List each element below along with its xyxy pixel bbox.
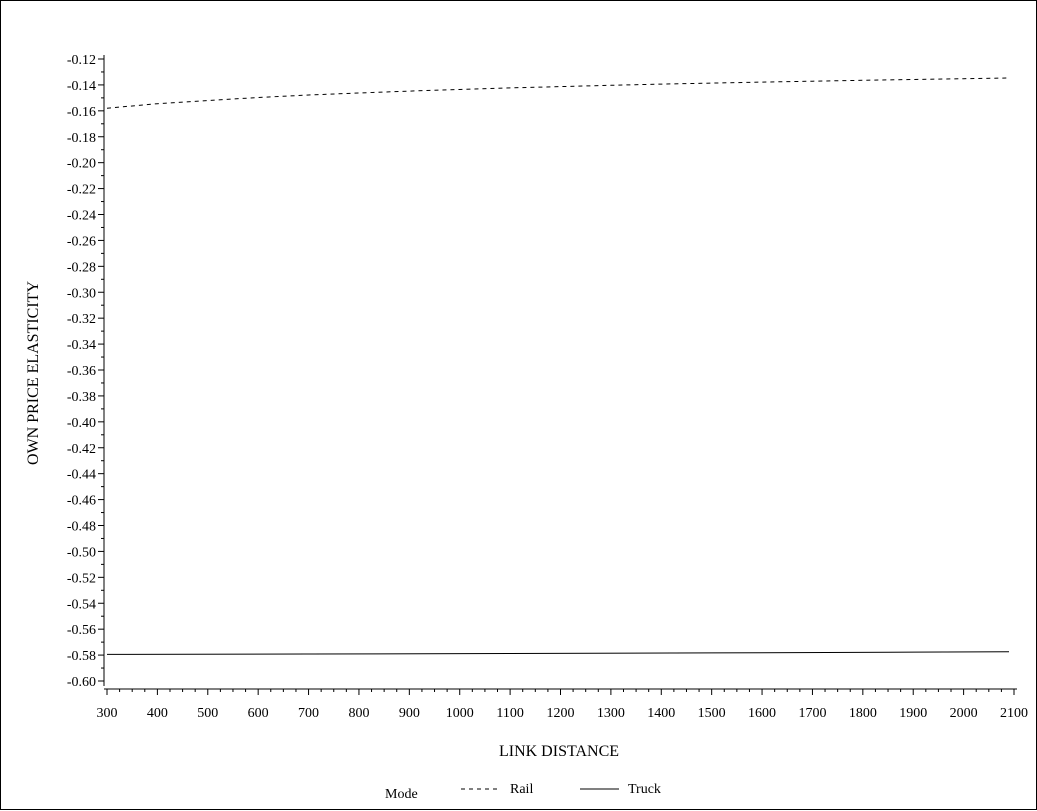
y-tick-label: -0.28: [67, 260, 96, 275]
y-tick-label: -0.30: [67, 286, 96, 301]
y-tick-label: -0.22: [67, 183, 96, 198]
x-tick-label: 1200: [547, 706, 575, 721]
y-axis-title: OWN PRICE ELASTICITY: [25, 281, 42, 465]
series-layer: [106, 77, 1010, 655]
y-tick-label: -0.60: [67, 675, 96, 690]
y-tick-label: -0.46: [67, 494, 96, 509]
x-tick-label: 1500: [698, 706, 726, 721]
x-axis-title: LINK DISTANCE: [499, 743, 619, 760]
x-tick-label: 1800: [849, 706, 877, 721]
y-tick-label: -0.52: [67, 571, 96, 586]
y-tick-label: -0.40: [67, 416, 96, 431]
x-axis: 300 400 500 600 700 800 900 1000 1100 1200 1300 140…: [97, 688, 1028, 721]
legend-label-truck: Truck: [628, 782, 661, 797]
y-tick-label: -0.56: [67, 623, 96, 638]
y-tick-label: -0.26: [67, 234, 96, 249]
series-line-truck: [106, 651, 1010, 655]
x-tick-label: 1300: [597, 706, 625, 721]
y-tick-label: -0.14: [67, 79, 96, 94]
x-tick-label: 700: [298, 706, 319, 721]
x-tick-label: 1000: [446, 706, 474, 721]
y-tick-label: -0.12: [67, 53, 96, 68]
x-tick-label: 300: [97, 706, 118, 721]
y-tick-label: -0.20: [67, 157, 96, 172]
x-tick-label: 1600: [748, 706, 776, 721]
legend-label-rail: Rail: [510, 782, 533, 797]
y-tick-label: -0.58: [67, 649, 96, 664]
x-tick-label: 600: [248, 706, 269, 721]
legend-title: Mode: [385, 787, 418, 802]
y-tick-label: -0.48: [67, 520, 96, 535]
x-tick-label: 2100: [1000, 706, 1028, 721]
series-line-rail: [106, 77, 1010, 109]
legend: Mode Rail Truck: [385, 782, 661, 802]
x-tick-label: 800: [348, 706, 369, 721]
x-tick-label: 500: [197, 706, 218, 721]
x-tick-label: 1400: [647, 706, 675, 721]
y-tick-label: -0.42: [67, 442, 96, 457]
x-tick-label: 2000: [950, 706, 978, 721]
y-tick-label: -0.24: [67, 209, 96, 224]
y-tick-label: -0.44: [67, 468, 96, 483]
x-tick-label: 400: [147, 706, 168, 721]
y-tick-label: -0.16: [67, 105, 96, 120]
x-tick-label: 1900: [899, 706, 927, 721]
x-tick-label: 900: [399, 706, 420, 721]
y-tick-label: -0.36: [67, 364, 96, 379]
y-tick-label: -0.18: [67, 131, 96, 146]
y-tick-label: -0.54: [67, 597, 96, 612]
y-tick-label: -0.32: [67, 312, 96, 327]
y-tick-label: -0.34: [67, 338, 96, 353]
y-tick-label: -0.38: [67, 390, 96, 405]
y-tick-label: -0.50: [67, 545, 96, 560]
y-axis: -0.12 -0.14 -0.16 -0.18 -0.20 -0.22 -0.24 -0.26…: [67, 53, 105, 690]
x-tick-label: 1700: [798, 706, 826, 721]
x-tick-label: 1100: [496, 706, 523, 721]
